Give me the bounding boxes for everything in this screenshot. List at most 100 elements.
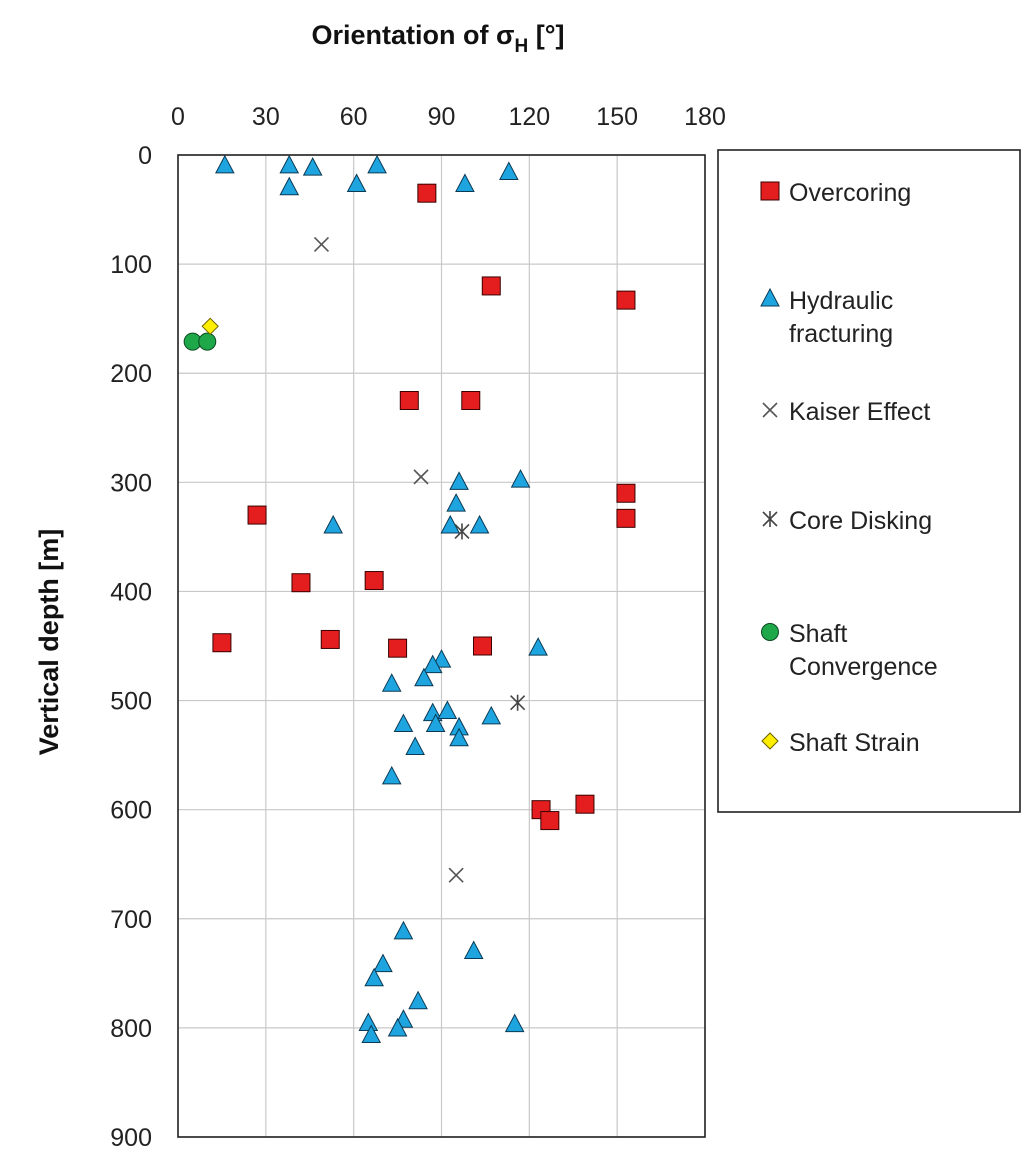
y-tick-label: 800 [110, 1015, 152, 1043]
legend-label: fracturing [789, 320, 893, 348]
x-tick-label: 150 [596, 103, 638, 131]
data-point-square [472, 636, 492, 656]
data-point-triangle [481, 705, 502, 725]
data-point-triangle [381, 765, 402, 785]
data-point-circle [198, 332, 217, 351]
data-point-triangle [387, 1017, 408, 1037]
legend-label: Core Disking [789, 507, 932, 535]
legend: Overcoring Hydraulic fracturing Kaiser Effe… [717, 149, 1021, 813]
x-tick-label: 120 [508, 103, 550, 131]
data-point-triangle [425, 713, 446, 733]
y-tick-label: 700 [110, 906, 152, 934]
data-point-square [388, 638, 408, 658]
data-point-square [481, 276, 501, 296]
data-point-triangle [381, 673, 402, 692]
y-tick-label: 300 [110, 469, 152, 497]
data-point-triangle [393, 713, 414, 733]
legend-marker-circle [761, 623, 779, 641]
data-point-triangle [437, 700, 458, 719]
data-point-triangle [346, 173, 367, 192]
data-point-square [616, 290, 636, 310]
x-tick-label: 60 [340, 103, 368, 131]
legend-label: Shaft [789, 620, 847, 648]
data-point-star [510, 694, 526, 711]
data-point-triangle [408, 990, 428, 1010]
y-tick-label: 400 [110, 578, 152, 606]
data-point-square [540, 811, 560, 831]
data-point-x [313, 236, 330, 253]
data-point-square [616, 483, 636, 503]
x-tick-label: 0 [171, 103, 185, 131]
data-point-square [212, 633, 232, 653]
legend-label: Shaft Strain [789, 729, 920, 757]
y-tick-label: 100 [110, 251, 152, 279]
data-point-square [320, 629, 340, 649]
legend-item: Hydraulic fracturing [760, 287, 893, 348]
data-point-square [364, 571, 384, 591]
legend-frame [717, 149, 1021, 813]
data-point-square [417, 183, 437, 203]
tick-labels: 0 30 60 90 120 150 180 0 100 200 300 400 500 600 700 80… [110, 103, 726, 1152]
plot-area [177, 154, 706, 1138]
data-point-x [413, 469, 429, 485]
legend-item: Core Disking [762, 507, 932, 535]
data-point-triangle [414, 667, 434, 687]
data-point-triangle [449, 471, 469, 490]
data-point-triangle [446, 493, 466, 512]
legend-item: Shaft Strain [761, 729, 920, 757]
data-point-triangle [302, 157, 323, 176]
legend-label: Convergence [789, 653, 938, 681]
legend-item: Shaft Convergence [761, 620, 938, 681]
data-point-square [291, 573, 311, 593]
y-tick-label: 900 [110, 1124, 152, 1152]
data-point-triangle [499, 161, 519, 180]
legend-marker-triangle [760, 287, 780, 307]
data-point-square [461, 391, 481, 410]
y-tick-label: 600 [110, 797, 152, 825]
data-point-triangle [510, 469, 531, 488]
data-point-triangle [422, 654, 443, 674]
data-point-triangle [504, 1013, 525, 1033]
data-point-star [454, 523, 470, 540]
data-point-triangle [449, 727, 469, 747]
data-point-triangle [373, 953, 393, 973]
legend-marker-square [760, 181, 780, 201]
legend-marker-star [762, 511, 778, 527]
x-axis-title-subscript: H [514, 36, 528, 57]
data-point-triangle [361, 1024, 382, 1044]
legend-item: Overcoring [760, 179, 911, 207]
y-axis-title: Vertical depth [m] [34, 529, 64, 756]
data-point-square [575, 794, 595, 814]
data-point-triangle [215, 154, 235, 174]
data-point-square [616, 508, 636, 528]
data-point-diamond [201, 317, 219, 336]
data-point-triangle [469, 514, 490, 534]
y-tick-label: 0 [138, 142, 152, 170]
x-axis-title-main: Orientation of σ [312, 20, 515, 50]
data-point-triangle [323, 514, 344, 534]
grid [177, 154, 706, 1138]
data-point-triangle [367, 154, 387, 174]
x-tick-label: 90 [428, 103, 456, 131]
data-point-x [448, 867, 464, 883]
data-point-square [399, 391, 419, 410]
legend-marker-x [762, 402, 778, 418]
x-axis-title-unit: [°] [528, 20, 564, 50]
y-tick-label: 500 [110, 688, 152, 716]
data-point-triangle [358, 1012, 379, 1032]
x-tick-label: 30 [252, 103, 280, 131]
legend-item: Kaiser Effect [762, 398, 930, 426]
x-tick-label: 180 [684, 103, 726, 131]
legend-label: Hydraulic [789, 287, 893, 315]
data-point-triangle [405, 736, 425, 755]
legend-marker-diamond [761, 732, 779, 750]
y-tick-label: 200 [110, 360, 152, 388]
data-point-triangle [364, 967, 384, 987]
data-point-triangle [393, 920, 414, 940]
data-point-triangle [279, 176, 300, 196]
legend-label: Overcoring [789, 179, 911, 207]
data-point-triangle [463, 940, 484, 960]
legend-label: Kaiser Effect [789, 398, 930, 426]
data-point-triangle [528, 637, 548, 656]
